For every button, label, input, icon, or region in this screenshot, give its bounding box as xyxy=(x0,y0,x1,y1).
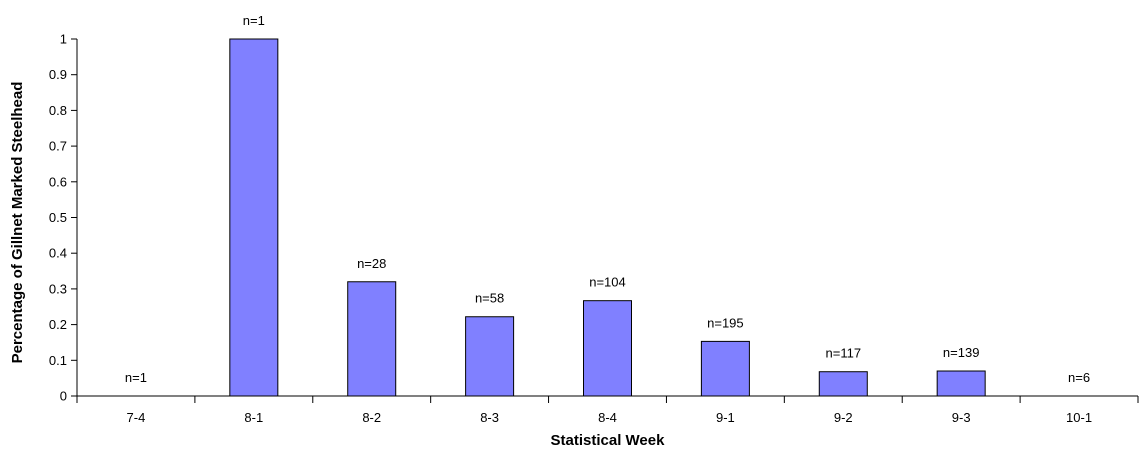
y-tick-label: 0.7 xyxy=(49,139,67,154)
bar-annotation: n=117 xyxy=(826,346,862,361)
y-tick-label: 0.3 xyxy=(49,281,67,296)
x-tick-label: 8-2 xyxy=(362,410,381,425)
bar-8-1 xyxy=(229,38,279,397)
x-tick-label: 9-2 xyxy=(834,410,853,425)
x-axis-title: Statistical Week xyxy=(551,432,666,449)
x-tick-label: 8-1 xyxy=(244,410,263,425)
y-tick-label: 0.8 xyxy=(49,103,67,118)
bars xyxy=(229,38,986,397)
bar-annotation: n=104 xyxy=(589,275,626,290)
bar-9-2 xyxy=(818,371,868,397)
bar-annotation: n=6 xyxy=(1068,370,1090,385)
bar-annotation: n=195 xyxy=(707,315,744,330)
x-tick-label: 8-3 xyxy=(480,410,499,425)
bar-8-4 xyxy=(583,300,632,397)
x-tick-label: 8-4 xyxy=(598,410,617,425)
bar-9-3 xyxy=(936,370,986,397)
x-tick-label: 9-3 xyxy=(952,410,971,425)
x-tick-label: 9-1 xyxy=(716,410,735,425)
bar-annotations: n=1 n=1 n=28 n=58 n=104 n=195 n=117 n=139 n=6 xyxy=(125,13,1090,385)
x-tick-label: 7-4 xyxy=(127,410,146,425)
bar-9-1 xyxy=(700,340,750,397)
y-tick-label: 0.2 xyxy=(49,317,67,332)
y-tick-label: 0.4 xyxy=(49,246,67,261)
x-tick-label: 10-1 xyxy=(1066,410,1092,425)
y-tick-label: 0.1 xyxy=(49,353,67,368)
y-tick-label: 0.6 xyxy=(49,174,67,189)
bar-annotation: n=1 xyxy=(125,370,147,385)
y-axis-ticks: 0 0.1 0.2 0.3 0.4 0.5 0.6 0.7 0.8 0.9 1 xyxy=(49,32,77,404)
y-tick-label: 0.9 xyxy=(49,67,67,82)
y-axis-title: Percentage of Gillnet Marked Steelhead xyxy=(9,82,26,364)
bar-annotation: n=139 xyxy=(943,345,980,360)
y-tick-label: 1 xyxy=(60,32,67,47)
bar-8-3 xyxy=(465,316,515,397)
bar-annotation: n=28 xyxy=(357,256,386,271)
bar-annotation: n=1 xyxy=(243,13,265,28)
x-axis-ticks: 7-4 8-1 8-2 8-3 8-4 9-1 9-2 9-3 10-1 xyxy=(76,396,1139,425)
y-tick-label: 0.5 xyxy=(49,210,67,225)
y-tick-label: 0 xyxy=(60,389,67,404)
bar-annotation: n=58 xyxy=(475,291,504,306)
bar-8-2 xyxy=(347,281,397,397)
